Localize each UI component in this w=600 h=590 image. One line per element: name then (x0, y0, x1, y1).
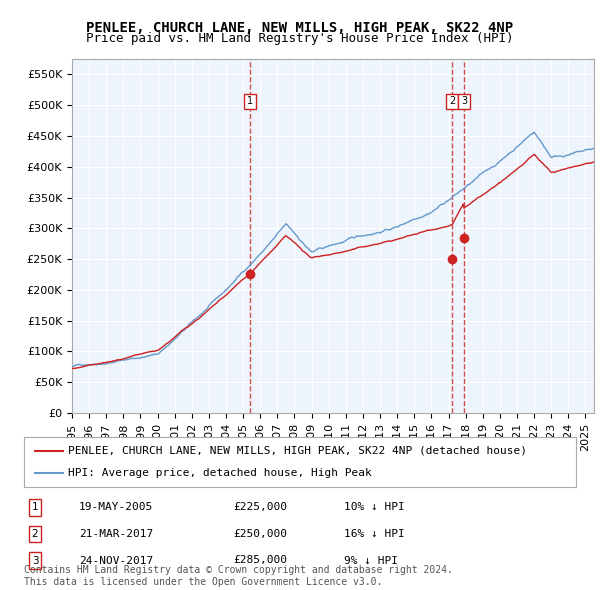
Text: 9% ↓ HPI: 9% ↓ HPI (344, 556, 398, 565)
Text: Price paid vs. HM Land Registry's House Price Index (HPI): Price paid vs. HM Land Registry's House … (86, 32, 514, 45)
Text: 3: 3 (32, 556, 38, 565)
Text: PENLEE, CHURCH LANE, NEW MILLS, HIGH PEAK, SK22 4NP: PENLEE, CHURCH LANE, NEW MILLS, HIGH PEA… (86, 21, 514, 35)
Text: 2: 2 (32, 529, 38, 539)
Text: 1: 1 (247, 97, 253, 106)
Text: 19-MAY-2005: 19-MAY-2005 (79, 503, 154, 512)
Text: PENLEE, CHURCH LANE, NEW MILLS, HIGH PEAK, SK22 4NP (detached house): PENLEE, CHURCH LANE, NEW MILLS, HIGH PEA… (68, 445, 527, 455)
Text: £250,000: £250,000 (234, 529, 288, 539)
Text: 1: 1 (32, 503, 38, 512)
Text: 21-MAR-2017: 21-MAR-2017 (79, 529, 154, 539)
Text: £285,000: £285,000 (234, 556, 288, 565)
Text: 16% ↓ HPI: 16% ↓ HPI (344, 529, 405, 539)
Text: 2: 2 (449, 97, 455, 106)
Text: Contains HM Land Registry data © Crown copyright and database right 2024.
This d: Contains HM Land Registry data © Crown c… (24, 565, 453, 587)
Text: 3: 3 (461, 97, 467, 106)
Text: HPI: Average price, detached house, High Peak: HPI: Average price, detached house, High… (68, 468, 372, 478)
Text: 10% ↓ HPI: 10% ↓ HPI (344, 503, 405, 512)
Text: £225,000: £225,000 (234, 503, 288, 512)
Text: 24-NOV-2017: 24-NOV-2017 (79, 556, 154, 565)
